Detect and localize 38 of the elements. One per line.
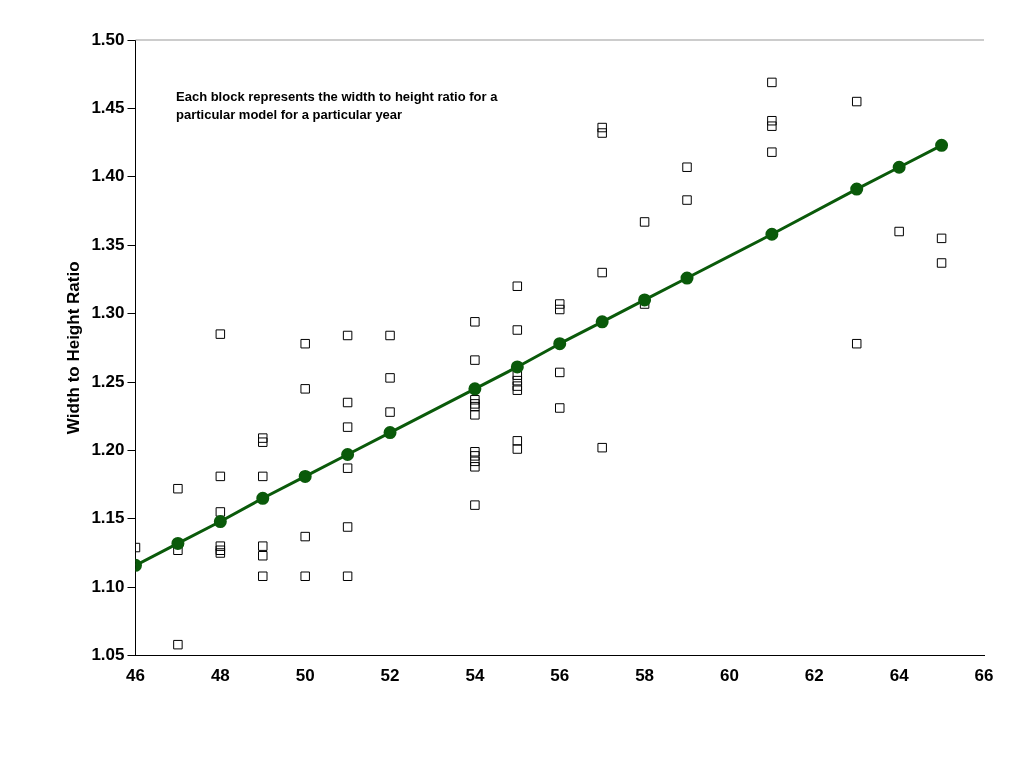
point (468, 382, 482, 396)
point (171, 536, 185, 550)
x-tick-label: 66 (974, 666, 994, 686)
point (680, 271, 694, 285)
x-tick-label: 48 (210, 666, 230, 686)
y-tick-label: 1.25 (91, 371, 125, 391)
x-tick-label: 54 (465, 666, 485, 686)
point (553, 337, 567, 351)
point (213, 515, 227, 529)
y-tick-label: 1.30 (91, 303, 125, 323)
x-tick-label: 62 (804, 666, 824, 686)
x-tick-label: 60 (719, 666, 739, 686)
point (765, 227, 779, 241)
point (341, 448, 355, 461)
y-tick-label: 1.35 (91, 234, 125, 254)
point (850, 182, 864, 196)
y-tick-label: 1.45 (91, 98, 125, 118)
point (638, 293, 652, 307)
y-axis-title: Width to Height Ratio (63, 261, 83, 435)
y-tick-label: 1.20 (91, 440, 125, 460)
point (935, 138, 949, 152)
y-tick-label: 1.15 (91, 508, 125, 528)
x-tick-label: 56 (550, 666, 570, 686)
y-tick-label: 1.40 (91, 166, 125, 186)
point (892, 160, 906, 174)
point (383, 426, 397, 440)
y-tick-label: 1.50 (91, 29, 125, 49)
y-tick-label: 1.05 (91, 645, 125, 665)
x-tick-label: 50 (295, 666, 315, 686)
x-tick-label: 46 (126, 666, 145, 686)
y-tick-label: 1.10 (91, 576, 125, 596)
point (256, 491, 270, 505)
point (595, 315, 609, 329)
point (510, 360, 524, 374)
annotation: Each block represents the width to height ratio for a particular model for a particular year (176, 88, 499, 124)
x-tick-label: 52 (380, 666, 400, 686)
x-tick-label: 58 (635, 666, 655, 686)
x-tick-label: 64 (889, 666, 910, 686)
